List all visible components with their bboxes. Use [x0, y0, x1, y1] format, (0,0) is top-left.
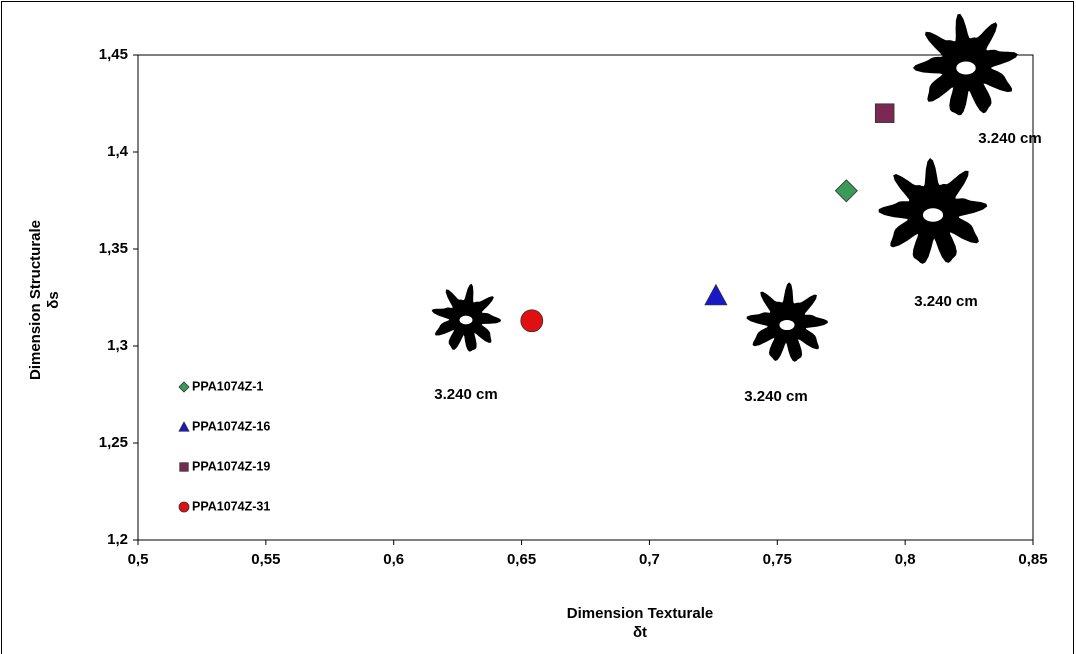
- annotation: 3.240 cm: [914, 293, 977, 310]
- y-tick-label: 1,25: [99, 434, 128, 451]
- point: [704, 283, 728, 306]
- x-tick-label: 0,75: [763, 551, 792, 568]
- silhouette-hole: [779, 319, 795, 331]
- annotation: 3.240 cm: [744, 388, 807, 405]
- annotation: 3.240 cm: [434, 386, 497, 403]
- y-tick-label: 1,4: [107, 143, 129, 160]
- y-tick-label: 1,2: [107, 531, 128, 548]
- y-axis-label: δs: [45, 291, 62, 308]
- x-tick-label: 0,5: [128, 551, 149, 568]
- y-tick-label: 1,3: [107, 337, 128, 354]
- legend-label: PPA1074Z-19: [192, 459, 270, 473]
- legend-marker: [178, 421, 190, 432]
- legend-label: PPA1074Z-31: [192, 499, 270, 513]
- point: [520, 309, 544, 333]
- x-tick-label: 0,7: [639, 551, 660, 568]
- legend-label: PPA1074Z-16: [192, 419, 270, 433]
- point: [834, 179, 858, 203]
- x-tick-label: 0,65: [507, 551, 536, 568]
- legend-label: PPA1074Z-1: [192, 379, 263, 393]
- x-tick-label: 0,8: [895, 551, 916, 568]
- legend-marker: [179, 462, 189, 472]
- x-axis-label: Dimension Texturale: [567, 605, 713, 622]
- x-tick-label: 0,85: [1018, 551, 1047, 568]
- point: [874, 103, 895, 123]
- plot-area: [137, 54, 1034, 541]
- y-tick-label: 1,35: [99, 240, 128, 257]
- annotation: 3.240 cm: [978, 130, 1041, 147]
- legend-marker: [178, 501, 190, 513]
- legend-marker: [178, 381, 190, 393]
- silhouette-hole: [956, 61, 976, 75]
- x-tick-label: 0,55: [251, 551, 280, 568]
- y-tick-label: 1,45: [99, 46, 128, 63]
- x-tick-label: 0,6: [383, 551, 404, 568]
- silhouette-hole: [459, 315, 473, 325]
- y-axis-label: Dimension Structurale: [27, 220, 44, 380]
- x-axis-label: δt: [633, 624, 647, 641]
- silhouette-hole: [922, 208, 944, 222]
